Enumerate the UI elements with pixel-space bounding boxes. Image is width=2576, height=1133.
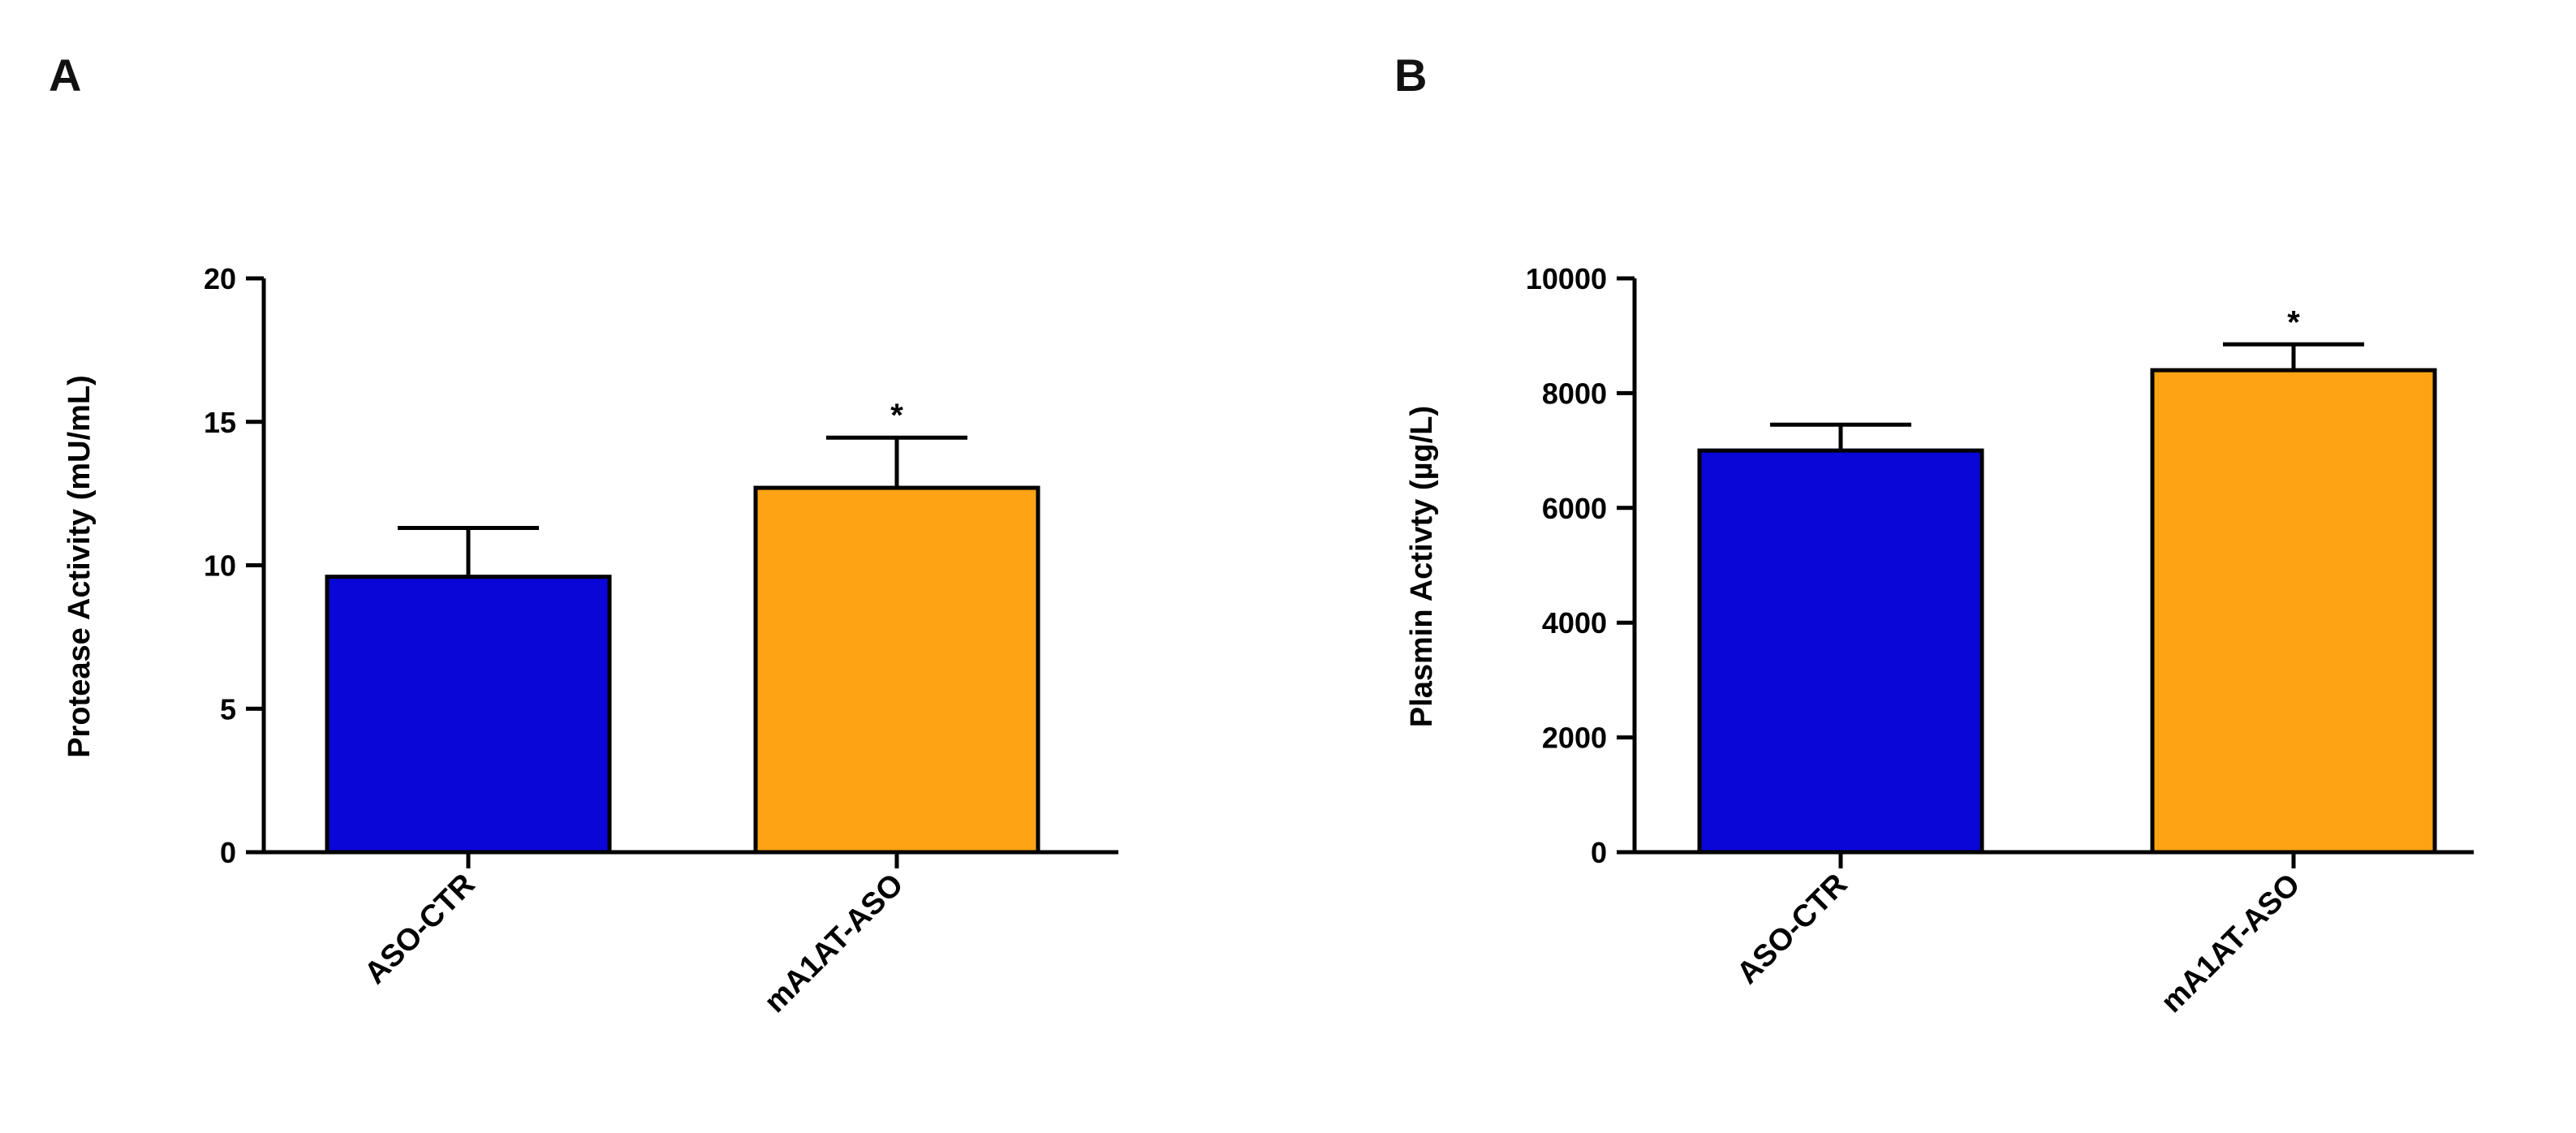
x-tick-label-ma1at-aso: mA1AT-ASO bbox=[2155, 868, 2307, 1019]
y-tick-label: 10000 bbox=[1526, 262, 1607, 295]
y-tick-label: 15 bbox=[204, 406, 236, 439]
panel-a-significance: * bbox=[890, 398, 903, 433]
y-tick-label: 2000 bbox=[1542, 722, 1607, 755]
panel-b-y-axis-title: Plasmin Activty (µg/L) bbox=[1405, 406, 1439, 727]
x-tick-label-aso-ctr: ASO-CTR bbox=[1730, 868, 1854, 991]
x-tick-label-ma1at-aso: mA1AT-ASO bbox=[758, 868, 910, 1019]
panel-b: B Plasmin Activty (µg/L) * 0 2000 4000 6000… bbox=[1394, 50, 2474, 1019]
panel-b-x-ticks: ASO-CTR mA1AT-ASO bbox=[1730, 852, 2307, 1019]
panel-b-letter: B bbox=[1394, 50, 1427, 101]
bar-ma1at-aso bbox=[2150, 368, 2437, 855]
y-tick-label: 0 bbox=[1591, 836, 1607, 869]
panel-a-letter: A bbox=[49, 50, 81, 101]
y-tick-label: 6000 bbox=[1542, 492, 1607, 525]
panel-b-bars bbox=[1697, 368, 2437, 855]
bar-ma1at-aso bbox=[753, 485, 1040, 855]
y-tick-label: 5 bbox=[220, 692, 236, 726]
panel-a-y-ticks: 0 5 10 15 20 bbox=[204, 262, 264, 869]
panel-b-y-ticks: 0 2000 4000 6000 8000 10000 bbox=[1526, 262, 1635, 869]
panel-b-error-bars bbox=[1770, 342, 2364, 451]
panel-a-y-axis-title: Protease Activity (mU/mL) bbox=[62, 375, 97, 758]
bar-aso-ctr bbox=[1697, 448, 1984, 855]
panel-a-bars bbox=[325, 485, 1040, 855]
y-tick-label: 10 bbox=[204, 549, 236, 583]
panel-b-significance: * bbox=[2287, 304, 2300, 340]
significance-marker: * bbox=[890, 398, 903, 433]
bar-aso-ctr bbox=[325, 575, 612, 855]
y-tick-label: 0 bbox=[220, 836, 236, 869]
x-tick-label-aso-ctr: ASO-CTR bbox=[358, 868, 481, 991]
significance-marker: * bbox=[2287, 304, 2300, 340]
y-tick-label: 8000 bbox=[1542, 377, 1607, 410]
y-tick-label: 4000 bbox=[1542, 606, 1607, 640]
panel-b-axes bbox=[1632, 278, 2474, 855]
panel-a-error-bars bbox=[398, 435, 967, 577]
panel-a: A Protease Activity (mU/mL) * 0 5 10 15 20 A… bbox=[49, 50, 1118, 1019]
y-tick-label: 20 bbox=[204, 262, 236, 295]
panel-a-x-ticks: ASO-CTR mA1AT-ASO bbox=[358, 852, 910, 1019]
